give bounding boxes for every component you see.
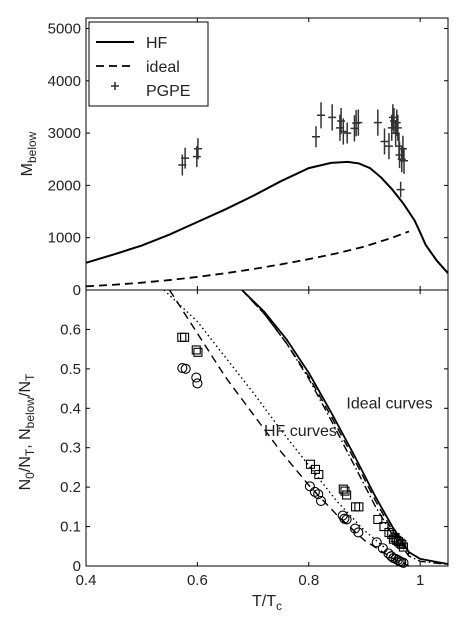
bottom-axes-frame bbox=[85, 289, 449, 567]
square-marker bbox=[393, 537, 403, 547]
legend-pgpe-label: PGPE bbox=[146, 83, 190, 100]
circle-marker bbox=[341, 514, 352, 525]
pgpe-point bbox=[350, 115, 359, 142]
square-marker bbox=[342, 490, 352, 500]
y-tick-label: 0.3 bbox=[60, 440, 81, 457]
pgpe-point bbox=[373, 109, 382, 136]
square-marker bbox=[397, 539, 407, 549]
square-marker bbox=[351, 502, 361, 512]
circle-marker bbox=[398, 557, 409, 568]
circle-marker bbox=[315, 495, 327, 506]
square-marker bbox=[387, 529, 397, 540]
square-marker bbox=[373, 514, 383, 525]
square-marker bbox=[180, 332, 190, 342]
legend-ideal-label: ideal bbox=[146, 59, 180, 76]
y-tick-label: 2000 bbox=[48, 177, 81, 194]
legend-pgpe-marker bbox=[111, 82, 119, 90]
curve-dotted-1 bbox=[163, 290, 410, 566]
circle-marker bbox=[192, 378, 203, 389]
bottom-markers bbox=[177, 332, 409, 568]
pgpe-point bbox=[312, 126, 321, 148]
square-marker bbox=[177, 332, 187, 342]
circle-marker bbox=[313, 489, 324, 500]
square-marker bbox=[314, 469, 324, 480]
bottom-x-axis-label: T/Tc bbox=[252, 593, 282, 613]
pgpe-point bbox=[354, 109, 363, 136]
pgpe-point bbox=[398, 135, 407, 162]
square-marker bbox=[379, 522, 389, 532]
top-panel: 0 1000 2000 3000 4000 5000 Mbelow HF ideal PG… bbox=[19, 17, 449, 299]
y-tick-label: 4000 bbox=[48, 73, 81, 90]
x-tick-label: 1 bbox=[416, 572, 424, 589]
top-markers bbox=[178, 102, 409, 198]
bottom-series-lines bbox=[163, 290, 448, 566]
top-y-axis-label: Mbelow bbox=[19, 131, 39, 176]
bottom-x-axis-label-sub: c bbox=[276, 599, 282, 613]
pgpe-point bbox=[317, 102, 326, 129]
y-tick-label: 5000 bbox=[48, 20, 81, 37]
bottom-y-axis-label: N0/NT, Nbelow/NT bbox=[17, 373, 37, 490]
square-marker bbox=[338, 484, 348, 494]
square-marker bbox=[310, 464, 321, 474]
bottom-y-ticks: 0 0.1 0.2 0.3 0.4 0.5 0.6 bbox=[60, 321, 448, 575]
bottom-panel: 0 0.1 0.2 0.3 0.4 0.5 0.6 0.4 0.6 0.8 1 HF curves… bbox=[17, 289, 449, 613]
pgpe-point bbox=[392, 109, 401, 136]
pgpe-point bbox=[400, 147, 409, 174]
y-tick-label: 0 bbox=[73, 282, 81, 299]
pgpe-point bbox=[343, 122, 352, 144]
annotation-label: Ideal curves bbox=[346, 395, 432, 412]
x-tick-label: 0.6 bbox=[187, 572, 208, 589]
bottom-annotations: HF curves Ideal curves bbox=[264, 395, 433, 440]
x-tick-label: 0.4 bbox=[76, 572, 97, 589]
legend-box bbox=[88, 21, 209, 107]
legend-hf-label: HF bbox=[146, 35, 168, 52]
circle-marker bbox=[371, 537, 382, 548]
square-marker bbox=[305, 459, 315, 469]
circle-marker bbox=[309, 486, 320, 497]
pgpe-point bbox=[388, 104, 397, 131]
annotation-label: HF curves bbox=[264, 423, 337, 440]
top-y-ticks: 0 1000 2000 3000 4000 5000 bbox=[48, 18, 448, 299]
legend: HF ideal PGPE bbox=[88, 21, 209, 107]
square-marker bbox=[193, 347, 203, 357]
series-line-HF bbox=[86, 160, 448, 274]
top-series-lines bbox=[86, 160, 448, 288]
y-tick-label: 0.6 bbox=[60, 321, 81, 338]
y-tick-label: 0.2 bbox=[60, 479, 81, 496]
pgpe-point bbox=[339, 118, 348, 145]
bottom-x-ticks: 0.4 0.6 0.8 1 bbox=[76, 290, 424, 589]
series-line-ideal bbox=[86, 230, 410, 288]
y-tick-label: 0.5 bbox=[60, 361, 81, 378]
pgpe-point bbox=[393, 114, 402, 141]
circle-marker bbox=[180, 363, 191, 374]
pgpe-point bbox=[396, 181, 405, 198]
y-tick-label: 0 bbox=[73, 558, 81, 575]
x-tick-label: 0.8 bbox=[298, 572, 319, 589]
pgpe-point bbox=[384, 133, 393, 160]
circle-marker bbox=[353, 527, 364, 538]
pgpe-point bbox=[380, 128, 389, 155]
pgpe-point bbox=[181, 147, 190, 169]
y-tick-label: 0.1 bbox=[60, 519, 81, 536]
pgpe-point bbox=[328, 104, 337, 131]
curve-dashdot-3 bbox=[241, 290, 448, 566]
circle-marker bbox=[191, 372, 202, 383]
square-marker bbox=[354, 502, 364, 512]
square-marker bbox=[398, 542, 408, 552]
y-tick-label: 3000 bbox=[48, 125, 81, 142]
top-y-axis-label-sub: below bbox=[25, 131, 39, 163]
y-tick-label: 1000 bbox=[48, 230, 81, 247]
y-tick-label: 0.4 bbox=[60, 400, 81, 417]
pgpe-point bbox=[192, 146, 201, 168]
circle-marker bbox=[377, 543, 388, 554]
circle-marker bbox=[304, 481, 315, 492]
curve-solid-2 bbox=[241, 290, 448, 565]
pgpe-point bbox=[193, 138, 202, 160]
curve-dashed-4 bbox=[241, 290, 410, 555]
square-marker bbox=[191, 345, 201, 355]
